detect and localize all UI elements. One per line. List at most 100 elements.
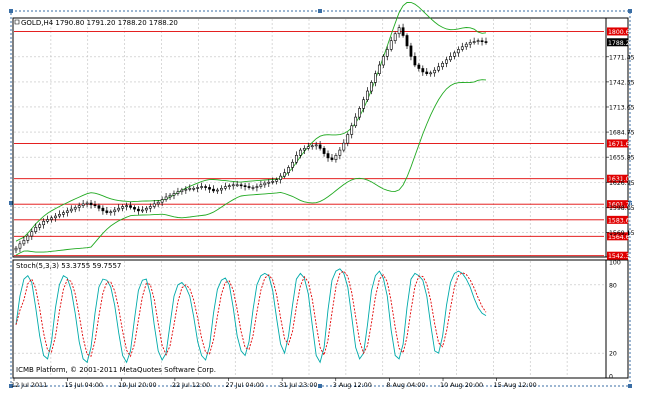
- candle-body: [117, 207, 121, 211]
- candle-body: [42, 220, 46, 226]
- stoch-tick-label: 100: [609, 260, 621, 267]
- stoch-header: Stoch(5,3,3) 53.3755 59.7557: [16, 262, 121, 270]
- candle-body: [283, 172, 286, 177]
- resize-handle: [318, 384, 322, 388]
- candle-body: [247, 186, 251, 188]
- candle-body: [192, 187, 196, 190]
- candle-body: [484, 41, 488, 43]
- price-grid: [14, 19, 604, 256]
- candle-body: [196, 187, 200, 189]
- candle-body: [46, 219, 49, 222]
- candle-body: [441, 62, 444, 68]
- candle-body: [58, 214, 61, 217]
- candle-body: [295, 154, 298, 163]
- candle-body: [184, 188, 188, 191]
- candle-body: [370, 82, 373, 92]
- candle-body: [377, 64, 381, 74]
- time-label: 19 Jul 20:00: [118, 381, 156, 389]
- candle-body: [409, 45, 413, 57]
- time-label: 22 Jul 12:00: [172, 381, 210, 389]
- candle-body: [362, 99, 365, 109]
- time-label: 27 Jul 04:00: [226, 381, 264, 389]
- candle-body: [476, 40, 480, 43]
- candle-body: [38, 224, 42, 228]
- candle-body: [101, 207, 105, 212]
- candle-body: [263, 182, 267, 186]
- price-pane[interactable]: [12, 17, 607, 258]
- candle-body: [271, 181, 275, 183]
- candle-body: [334, 154, 338, 160]
- candle-body: [480, 40, 484, 43]
- bollinger-upper: [15, 1, 487, 242]
- candle-body: [472, 41, 476, 43]
- candle-body: [433, 69, 437, 74]
- candle-body: [298, 149, 302, 156]
- candle-body: [180, 189, 184, 193]
- candle-body: [200, 186, 204, 188]
- candle-body: [417, 64, 421, 69]
- candle-body: [85, 202, 89, 205]
- price-tick-label: 1742.55: [609, 79, 635, 86]
- candle-body: [464, 43, 468, 48]
- candle-body: [93, 204, 97, 207]
- candle-body: [188, 187, 192, 190]
- candle-body: [172, 193, 176, 196]
- resize-handles[interactable]: [9, 9, 632, 388]
- candle-body: [405, 35, 409, 47]
- candle-body: [393, 33, 397, 42]
- candle-body: [456, 49, 460, 54]
- stoch-pane[interactable]: [12, 259, 607, 379]
- candle-body: [338, 149, 342, 156]
- stoch-tick-label: 0: [609, 374, 613, 381]
- stoch-main-line: [15, 268, 487, 364]
- stoch-axis[interactable]: [605, 259, 629, 379]
- candle-body: [453, 52, 456, 57]
- price-level-tag: [607, 251, 628, 260]
- candle-body: [235, 184, 239, 187]
- price-level-label: 1671.65: [608, 141, 634, 148]
- candle-body: [144, 207, 148, 211]
- resize-handle: [9, 384, 13, 388]
- candle-body: [239, 184, 243, 187]
- current-price-label: 1788.20: [608, 40, 634, 47]
- candle-body: [279, 175, 283, 180]
- time-axis-labels: 12 Jul 2011 15 Jul 04:00 19 Jul 20:00 22 Ju…: [11, 378, 537, 389]
- candle-body: [291, 161, 294, 168]
- candle-body: [109, 211, 113, 214]
- price-axis-ticks: 1771.45 1742.55 1713.65 1684.75 1655.85 1626.…: [606, 54, 635, 237]
- candle-body: [381, 56, 385, 66]
- candle-body: [121, 206, 125, 209]
- candle-body: [302, 148, 306, 151]
- candle-body: [125, 205, 128, 207]
- stochastic-lines: [15, 268, 487, 364]
- candle-body: [160, 199, 164, 203]
- candle-body: [275, 179, 279, 182]
- candle-body: [137, 208, 140, 212]
- candle-body: [429, 72, 433, 75]
- bollinger-bands: [15, 1, 487, 256]
- candle-body: [156, 201, 160, 205]
- stoch-tick-label: 80: [609, 282, 617, 289]
- candle-body: [176, 191, 180, 194]
- price-tick-label: 1598.05: [609, 205, 635, 212]
- candle-body: [449, 56, 452, 61]
- resize-handle: [628, 9, 632, 13]
- candle-body: [358, 108, 361, 118]
- candle-body: [223, 186, 227, 189]
- candle-body: [133, 207, 136, 210]
- stoch-tick-label: 20: [609, 351, 617, 358]
- candle-body: [385, 49, 389, 57]
- candle-body: [306, 146, 310, 149]
- candle-body: [62, 212, 65, 215]
- candle-body: [216, 189, 219, 192]
- candle-body: [73, 207, 77, 210]
- candle-body: [330, 157, 334, 160]
- candle-body: [34, 227, 38, 232]
- candle-body: [310, 145, 314, 148]
- price-tick-label: 1569.15: [609, 230, 635, 237]
- resize-handle: [628, 384, 632, 388]
- current-price-tag: [607, 38, 628, 47]
- candle-body: [259, 184, 263, 187]
- resize-handle: [9, 201, 13, 205]
